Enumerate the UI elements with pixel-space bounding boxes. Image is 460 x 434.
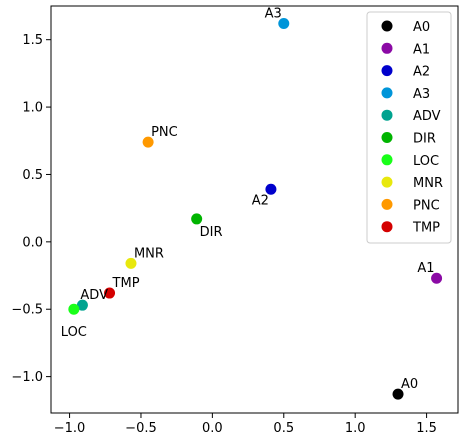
legend-marker-a1 <box>381 42 393 54</box>
legend-marker-dir <box>381 132 393 143</box>
plot-frame <box>50 5 459 414</box>
point-tmp <box>104 287 116 299</box>
legend-label-dir: DIR <box>413 132 436 147</box>
legend-marker-a0 <box>381 20 393 32</box>
legend-label-mnr: MNR <box>413 176 443 191</box>
axis-ticks: −1.0 −0.5 0.0 0.5 1.0 1.5 −1.0 −0.5 0.0 0.5 1.0 1.5 <box>11 33 437 434</box>
point-loc <box>68 303 80 315</box>
point-a3 <box>278 18 290 30</box>
point-dir <box>191 213 203 225</box>
point-label-loc: LOC <box>61 325 87 340</box>
y-tick-label: 1.0 <box>22 101 43 116</box>
y-tick-label: 0.5 <box>22 168 43 183</box>
legend: A0 A1 A2 A3 ADV DIR LOC MNR PNC TMP <box>366 11 452 244</box>
point-mnr <box>125 257 137 269</box>
x-tick-label: −0.5 <box>125 421 157 434</box>
point-label-a3: A3 <box>265 7 282 22</box>
x-tick-label: −1.0 <box>54 421 86 434</box>
point-label-a0: A0 <box>401 377 418 392</box>
point-label-a1: A1 <box>417 261 434 276</box>
x-tick-label: 0.5 <box>273 421 294 434</box>
point-a0 <box>392 388 404 400</box>
legend-label-adv: ADV <box>413 109 441 124</box>
y-tick-label: 1.5 <box>22 33 43 48</box>
y-tick-label: −1.0 <box>11 370 43 385</box>
legend-marker-pnc <box>381 198 393 210</box>
x-tick-label: 1.0 <box>345 421 366 434</box>
legend-marker-a2 <box>381 65 393 77</box>
legend-label-loc: LOC <box>413 154 439 169</box>
data-points <box>68 18 443 400</box>
point-label-dir: DIR <box>200 225 223 240</box>
point-label-a2: A2 <box>252 193 269 208</box>
point-label-adv: ADV <box>80 288 108 303</box>
point-pnc <box>142 136 154 148</box>
point-a2 <box>265 183 277 195</box>
x-tick-label: 0.0 <box>202 421 223 434</box>
point-a1 <box>431 272 443 284</box>
point-label-pnc: PNC <box>151 125 178 140</box>
legend-label-a1: A1 <box>413 42 430 57</box>
legend-label-pnc: PNC <box>413 198 440 213</box>
x-tick-label: 1.5 <box>416 421 437 434</box>
point-label-tmp: TMP <box>112 276 140 291</box>
legend-marker-loc <box>381 154 393 166</box>
point-labels: A0 A1 A2 A3 ADV DIR LOC MNR PNC TMP <box>61 7 435 393</box>
legend-label-a3: A3 <box>413 87 430 102</box>
point-label-mnr: MNR <box>134 246 164 261</box>
legend-marker-adv <box>381 109 393 121</box>
point-adv <box>76 299 88 311</box>
legend-marker-a3 <box>381 87 393 99</box>
legend-label-a2: A2 <box>413 65 430 80</box>
y-tick-label: 0.0 <box>22 235 43 250</box>
legend-marker-mnr <box>381 176 393 188</box>
legend-label-tmp: TMP <box>412 221 440 236</box>
y-tick-label: −0.5 <box>11 303 43 318</box>
legend-marker-tmp <box>381 221 393 233</box>
legend-label-a0: A0 <box>413 20 430 35</box>
